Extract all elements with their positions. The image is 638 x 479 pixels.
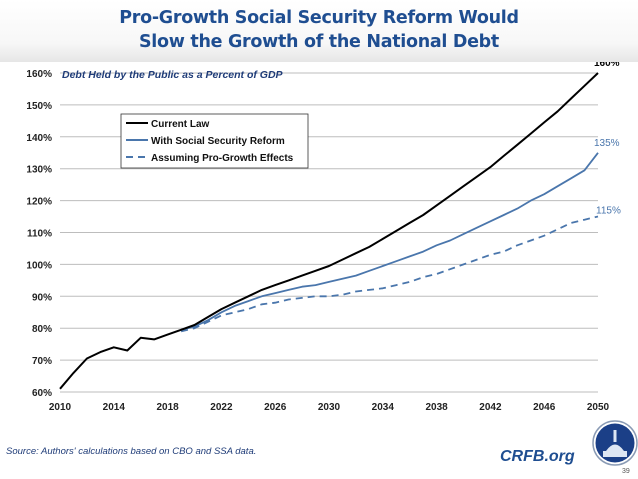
x-tick-label: 2026 (264, 402, 287, 413)
y-tick-label: 110% (27, 229, 52, 240)
y-tick-label: 80% (32, 324, 52, 335)
end-labels: 115% 135% 160% (594, 62, 621, 217)
title-band (0, 0, 638, 62)
x-tick-label: 2042 (479, 402, 502, 413)
x-tick-label: 2050 (587, 402, 610, 413)
y-tick-label: 70% (32, 356, 52, 367)
series-end-label: 135% (594, 138, 620, 149)
series-end-label: 115% (596, 206, 621, 217)
y-tick-label: 130% (26, 165, 52, 176)
series-end-label: 160% (594, 62, 620, 69)
crfb-brand-link[interactable]: CRFB.org (500, 448, 575, 465)
legend: Current Law With Social Security Reform As… (120, 113, 309, 169)
x-tick-label: 2014 (103, 402, 126, 413)
x-tick-label: 2022 (210, 402, 233, 413)
y-tick-label: 140% (26, 133, 52, 144)
series-line-1 (180, 152, 599, 331)
legend-label: Current Law (151, 119, 210, 130)
y-tick-label: 120% (26, 197, 52, 208)
y-tick-label: 150% (26, 101, 52, 112)
legend-label: Assuming Pro-Growth Effects (151, 153, 294, 164)
legend-label: With Social Security Reform (151, 136, 285, 147)
debt-line-chart: 60% 70% 80% 90% 100% 110% 120% 130% 140% 150% 160%… (26, 62, 621, 413)
y-tick-label: 60% (32, 388, 52, 399)
slide-title-line-2: Slow the Growth of the National Debt (139, 32, 499, 52)
series-line-0 (59, 72, 599, 390)
series-lines (59, 72, 599, 390)
slide-title-line-1: Pro-Growth Social Security Reform Would (119, 8, 519, 28)
series-line-2 (180, 215, 599, 333)
x-tick-label: 2018 (156, 402, 179, 413)
x-tick-label: 2030 (318, 402, 341, 413)
capitol-dome-logo-icon (592, 420, 638, 466)
x-tick-label: 2010 (49, 402, 72, 413)
legend-box (120, 113, 309, 169)
y-tick-label: 100% (26, 260, 52, 271)
chart-title: Debt Held by the Public as a Percent of … (62, 69, 284, 81)
x-tick-label: 2034 (372, 402, 395, 413)
slide-number: 39 (622, 468, 630, 475)
x-axis-ticks: 2010 2014 2018 2022 2026 2030 2034 2038 2042 2046… (49, 402, 610, 413)
x-tick-label: 2038 (425, 402, 448, 413)
y-tick-label: 160% (26, 69, 52, 80)
y-tick-label: 90% (32, 292, 52, 303)
y-axis-ticks: 60% 70% 80% 90% 100% 110% 120% 130% 140% 150% 160% (26, 69, 52, 399)
source-note: Source: Authors' calculations based on C… (6, 446, 257, 457)
x-tick-label: 2046 (533, 402, 556, 413)
